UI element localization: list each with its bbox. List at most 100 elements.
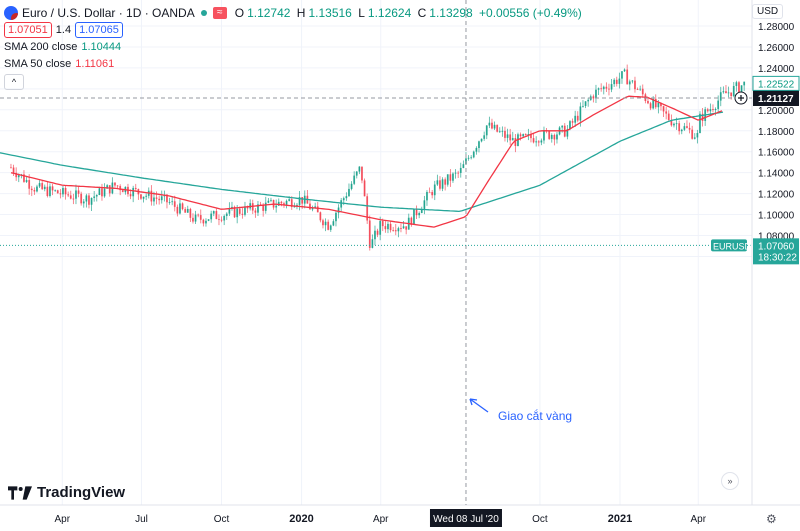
candle-down <box>678 120 681 135</box>
candle-up <box>462 160 465 169</box>
candle-down <box>69 190 72 200</box>
candle-down <box>691 125 694 140</box>
candle-up <box>709 103 712 116</box>
candle-down <box>181 202 184 211</box>
candle-up <box>397 226 400 238</box>
y-tick-label: 1.20000 <box>758 106 795 117</box>
candle-down <box>514 134 517 153</box>
candle-up <box>743 81 746 91</box>
candle-up <box>38 180 41 188</box>
candle-down <box>41 181 44 191</box>
candle-up <box>488 116 491 129</box>
candle-down <box>215 208 218 220</box>
candle-down <box>319 211 322 223</box>
candle-up <box>249 199 252 211</box>
candle-up <box>49 183 51 198</box>
candle-up <box>160 190 163 204</box>
candle-down <box>366 193 369 224</box>
candle-up <box>696 129 699 144</box>
candle-up <box>85 193 88 208</box>
candle-down <box>392 226 395 232</box>
candle-up <box>717 95 720 113</box>
candle-down <box>241 208 244 219</box>
candle-up <box>727 86 730 98</box>
sma50-line[interactable] <box>10 95 723 228</box>
y-tick-label: 1.18000 <box>758 127 795 138</box>
arrow-head-icon <box>469 398 478 406</box>
candle-down <box>46 180 49 198</box>
candle-down <box>532 133 535 144</box>
candle-down <box>322 218 324 229</box>
candle-up <box>163 190 166 202</box>
candle-up <box>298 191 301 211</box>
candle-down <box>376 228 379 238</box>
current-price-label: 1.07060 <box>758 241 795 252</box>
candle-up <box>75 184 77 205</box>
candle-up <box>111 177 114 195</box>
collapse-legend-button[interactable]: ^ <box>4 73 24 90</box>
candle-down <box>389 221 392 233</box>
candle-up <box>275 199 278 213</box>
candle-down <box>576 111 579 123</box>
candle-up <box>582 100 584 108</box>
crosshair-price-box <box>753 89 799 106</box>
sma-price-label: 1.22522 <box>758 79 795 90</box>
candle-down <box>116 185 119 189</box>
symbol-title[interactable]: Euro / U.S. Dollar · 1D · OANDA <box>22 5 195 20</box>
candle-down <box>140 193 142 200</box>
scroll-to-realtime-icon[interactable]: » <box>721 472 739 490</box>
candle-up <box>311 205 314 212</box>
candle-down <box>615 76 618 87</box>
candle-up <box>498 127 501 133</box>
candle-down <box>530 130 532 143</box>
candle-up <box>350 181 353 191</box>
currency-selector[interactable]: USD <box>752 4 784 19</box>
data-feed-icon[interactable]: ≈ <box>212 6 227 19</box>
sell-button[interactable]: 1.07051 <box>4 21 52 38</box>
candle-down <box>306 190 309 204</box>
candle-down <box>368 215 371 251</box>
tradingview-logo[interactable]: TradingView <box>8 484 125 501</box>
candle-up <box>631 79 634 84</box>
y-tick-label: 1.10000 <box>758 211 795 222</box>
y-tick-label: 1.08000 <box>758 232 795 243</box>
buy-button[interactable]: 1.07065 <box>75 21 123 38</box>
candle-up <box>602 85 605 95</box>
candle-down <box>686 120 688 129</box>
gear-icon[interactable]: ⚙ <box>766 512 777 526</box>
candle-up <box>194 210 197 225</box>
sma200-value: 1.10444 <box>81 40 122 53</box>
candle-down <box>571 118 574 128</box>
candle-up <box>597 87 600 96</box>
candle-up <box>25 177 28 184</box>
candle-up <box>483 131 486 141</box>
open-value: 1.12742 <box>247 5 291 20</box>
candle-down <box>220 216 223 223</box>
x-tick-label: Jul <box>135 514 148 525</box>
candle-down <box>384 221 387 233</box>
candle-down <box>309 199 311 210</box>
candle-down <box>189 207 192 222</box>
candle-down <box>509 128 512 145</box>
x-tick-label: Apr <box>373 514 389 525</box>
candle-up <box>699 111 701 134</box>
candle-down <box>77 186 80 198</box>
candle-down <box>439 176 441 191</box>
candle-up <box>480 138 483 143</box>
low-label: L <box>358 5 365 20</box>
sma200-line[interactable] <box>0 111 724 213</box>
currency-pair-flag-icon <box>4 5 18 20</box>
candle-up <box>556 131 558 144</box>
sma50-label[interactable]: SMA 50 close <box>4 57 72 70</box>
candle-up <box>353 171 356 186</box>
sma200-label[interactable]: SMA 200 close <box>4 40 78 53</box>
candle-up <box>332 219 335 227</box>
candle-up <box>348 183 350 197</box>
moving-average-lines <box>0 95 724 228</box>
candle-up <box>335 210 337 227</box>
candle-up <box>704 106 707 126</box>
candle-up <box>82 199 85 208</box>
candle-down <box>444 177 447 191</box>
candle-up <box>673 122 675 128</box>
